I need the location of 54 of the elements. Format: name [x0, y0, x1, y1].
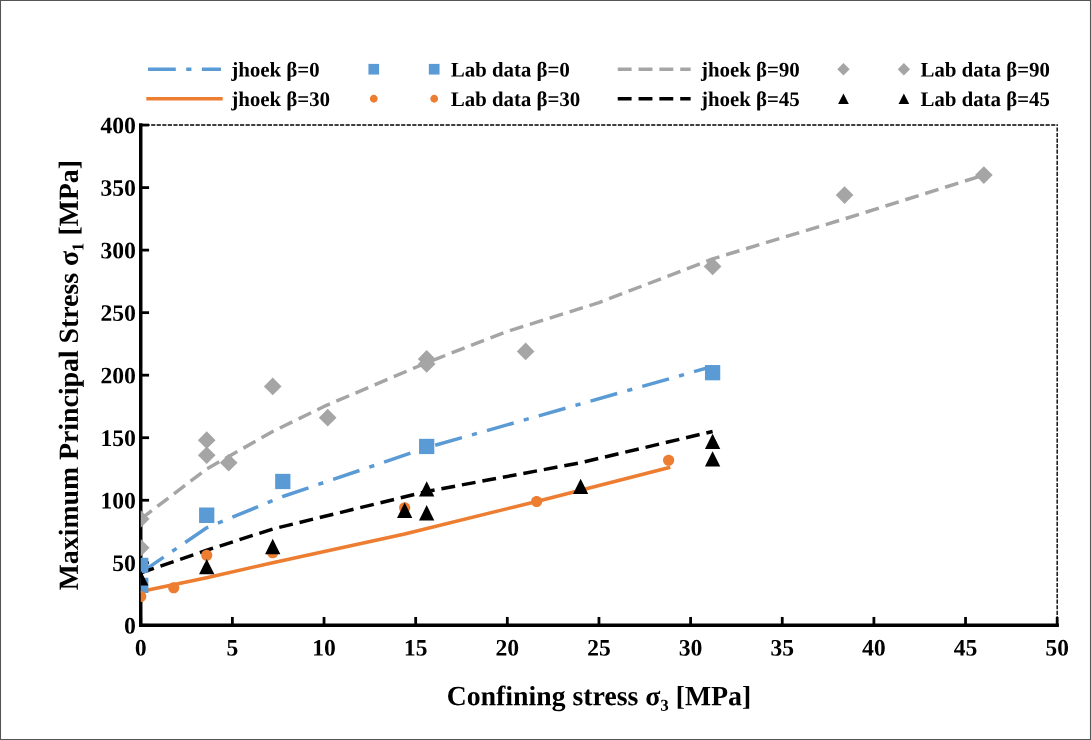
x-tick-label: 25: [588, 639, 610, 656]
y-tick-label: 200: [101, 367, 135, 384]
point: [318, 408, 337, 427]
point: [835, 186, 854, 204]
y-tick-label: 100: [102, 492, 135, 509]
y-tick-label: 300: [101, 242, 135, 259]
legend-label: jhoek β=45: [700, 91, 799, 111]
x-tick-label: 40: [862, 639, 885, 656]
x-tick-label: 50: [1046, 639, 1069, 656]
point: [572, 478, 589, 495]
legend-label: Lab data β=45: [920, 91, 1050, 111]
point: [199, 507, 215, 523]
point: [704, 451, 721, 467]
x-tick-label: 0: [135, 639, 146, 656]
point: [419, 481, 435, 497]
legend-label: Lab data β=0: [451, 61, 569, 81]
x-tick-label: 30: [679, 639, 702, 656]
legend-label: jhoek β=90: [700, 61, 799, 81]
point: [516, 342, 535, 361]
x-tick-label: 10: [314, 639, 335, 656]
legend-label: jhoek β=30: [231, 91, 330, 111]
point: [263, 377, 282, 396]
point: [197, 446, 216, 465]
point: [531, 495, 543, 508]
point: [201, 549, 213, 561]
y-tick-label: 50: [113, 555, 135, 572]
point: [704, 365, 721, 381]
legend-label: Lab data β=30: [451, 91, 580, 111]
point: [265, 538, 281, 555]
y-tick-label: 150: [102, 430, 135, 447]
x-tick-label: 15: [405, 639, 427, 656]
x-tick-label: 45: [954, 640, 977, 656]
point: [397, 502, 413, 518]
x-tick-label: 20: [496, 639, 519, 656]
y-tick-label: 250: [101, 305, 135, 322]
point: [168, 582, 180, 594]
point: [199, 558, 215, 575]
point: [975, 166, 993, 184]
point: [663, 454, 675, 466]
point: [419, 438, 435, 455]
legend-label: Lab data β=90: [920, 61, 1050, 81]
y-tick-label: 400: [100, 117, 135, 134]
y-tick-label: 350: [101, 180, 135, 197]
y-tick-label: 0: [124, 617, 135, 634]
legend-label: jhoek β=0: [231, 61, 319, 81]
point: [219, 453, 238, 472]
x-axis-title: Confining stress σ₃ [MPa]: [448, 685, 750, 712]
point: [197, 431, 216, 450]
point: [704, 433, 721, 450]
point: [275, 473, 291, 490]
x-tick-label: 35: [771, 639, 794, 656]
y-axis-title: Maximum Principal Stress σ₁ [MPa]: [58, 162, 84, 590]
x-tick-label: 5: [227, 640, 238, 656]
point: [419, 505, 435, 521]
